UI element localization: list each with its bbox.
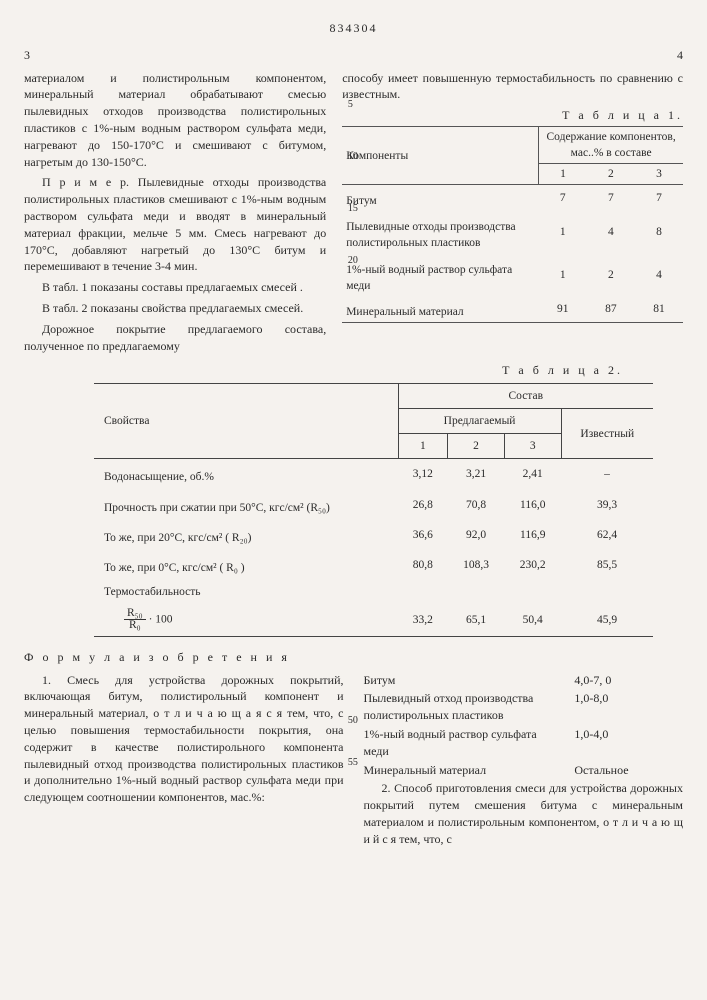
- left-column: материалом и полистирольным компонентом,…: [24, 70, 326, 359]
- para: П р и м е р. Пылевидные отходы производс…: [24, 174, 326, 275]
- t1-col: 3: [635, 164, 683, 185]
- t2-h-prop: Свойства: [94, 384, 398, 459]
- t2-cell: 108,3: [448, 550, 505, 580]
- t2-cell: 70,8: [448, 490, 505, 520]
- table2-label: Т а б л и ц а 2.: [24, 362, 623, 379]
- t2-col: 3: [504, 434, 561, 459]
- ingredient-value: 1,0-8,0: [574, 690, 683, 724]
- t2-h-pred: Предлагаемый: [398, 409, 561, 434]
- t1-comp-name: 1%-ный водный раствор сульфата меди: [342, 254, 539, 296]
- t2-cell: 116,9: [504, 520, 561, 550]
- t1-cell: 7: [635, 185, 683, 212]
- t2-cell: 62,4: [561, 520, 653, 550]
- t1-cell: 7: [587, 185, 635, 212]
- line-num: 10: [348, 150, 358, 164]
- page-numbers: 3 4: [24, 47, 683, 64]
- t1-cell: 8: [635, 211, 683, 253]
- t2-prop-name: Прочность при сжатии при 50°С, кгс/см² (…: [94, 490, 398, 520]
- t1-col: 1: [539, 164, 587, 185]
- t2-cell: 36,6: [398, 520, 448, 550]
- t1-cell: 81: [635, 296, 683, 323]
- ingredient-name: 1%-ный водный раствор сульфата меди: [364, 726, 562, 760]
- t2-cell: 50,4: [504, 604, 561, 637]
- t1-h-comp: Компоненты: [342, 126, 539, 184]
- t2-cell: 116,0: [504, 490, 561, 520]
- table2: Свойства Состав Предлагаемый Известный 1…: [94, 383, 653, 637]
- page-right: 4: [677, 47, 683, 64]
- ingredient-name: Битум: [364, 672, 562, 689]
- ingredient-list: Битум 4,0-7, 0 Пылевидный отход производс…: [364, 672, 684, 779]
- t2-cell: 45,9: [561, 604, 653, 637]
- t2-h-comp: Состав: [398, 384, 653, 409]
- t1-col: 2: [587, 164, 635, 185]
- t2-cell: 2,41: [504, 459, 561, 490]
- line-numbers: 5 10 15 20: [348, 98, 358, 268]
- t2-cell: 65,1: [448, 604, 505, 637]
- claim2: 2. Способ приготовления смеси для устрой…: [364, 780, 684, 847]
- t2-prop-name: То же, при 0°С, кгс/см² ( R₀ ): [94, 550, 398, 580]
- t1-cell: 4: [635, 254, 683, 296]
- t1-cell: 4: [587, 211, 635, 253]
- line-num: 55: [348, 756, 358, 770]
- t2-cell: 39,3: [561, 490, 653, 520]
- t2-col: 1: [398, 434, 448, 459]
- t2-cell: 230,2: [504, 550, 561, 580]
- t2-prop-name: Водонасыщение, об.%: [94, 459, 398, 490]
- t1-comp-name: Минеральный материал: [342, 296, 539, 323]
- t1-cell: 1: [539, 254, 587, 296]
- claim1: 1. Смесь для устройства дорожных покрыти…: [24, 672, 344, 806]
- t2-cell: 3,21: [448, 459, 505, 490]
- t1-cell: 2: [587, 254, 635, 296]
- table1-label: Т а б л и ц а 1.: [342, 107, 683, 124]
- t2-thermo-formula: R₅₀R₀ · 100: [94, 604, 398, 637]
- right-column: способу имеет повышенную термостабильнос…: [342, 70, 683, 359]
- ingredient-value: Остальное: [574, 762, 683, 779]
- t2-cell: –: [561, 459, 653, 490]
- t1-h-content: Содержание компонентов, мас..% в составе: [539, 126, 683, 163]
- para: способу имеет повышенную термостабильнос…: [342, 70, 683, 104]
- t1-comp-name: Пылевидные отходы производства полистиро…: [342, 211, 539, 253]
- formula-heading: Ф о р м у л а и з о б р е т е н и я: [24, 649, 683, 666]
- t2-thermo-label: Термостабильность: [94, 580, 398, 604]
- para: В табл. 2 показаны свойства предлагаемых…: [24, 300, 326, 317]
- t1-cell: 87: [587, 296, 635, 323]
- line-num: 5: [348, 98, 358, 112]
- ingredient-name: Минеральный материал: [364, 762, 562, 779]
- ingredient-name: Пылевидный отход производства полистирол…: [364, 690, 562, 724]
- para: В табл. 1 показаны составы предлагаемых …: [24, 279, 326, 296]
- para: Дорожное покрытие предлагаемого состава,…: [24, 321, 326, 355]
- line-num: 20: [348, 254, 358, 268]
- t2-cell: 92,0: [448, 520, 505, 550]
- line-num: 50: [348, 714, 358, 728]
- t1-cell: 1: [539, 211, 587, 253]
- ingredient-value: 4,0-7, 0: [574, 672, 683, 689]
- para: материалом и полистирольным компонентом,…: [24, 70, 326, 171]
- t1-comp-name: Битум: [342, 185, 539, 212]
- t2-cell: 3,12: [398, 459, 448, 490]
- t2-cell: 80,8: [398, 550, 448, 580]
- t2-cell: 26,8: [398, 490, 448, 520]
- doc-number: 834304: [24, 20, 683, 37]
- ingredient-value: 1,0-4,0: [574, 726, 683, 760]
- line-num: 15: [348, 202, 358, 216]
- t2-prop-name: То же, при 20°С, кгс/см² ( R₂₀): [94, 520, 398, 550]
- table1: Компоненты Содержание компонентов, мас..…: [342, 126, 683, 323]
- page-left: 3: [24, 47, 30, 64]
- t1-cell: 7: [539, 185, 587, 212]
- t2-col: 2: [448, 434, 505, 459]
- t1-cell: 91: [539, 296, 587, 323]
- t2-cell: 85,5: [561, 550, 653, 580]
- t2-cell: 33,2: [398, 604, 448, 637]
- t2-h-izv: Известный: [561, 409, 653, 459]
